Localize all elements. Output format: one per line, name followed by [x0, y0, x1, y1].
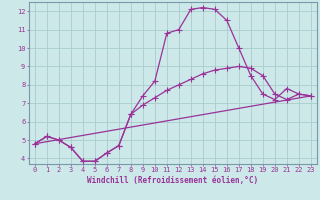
X-axis label: Windchill (Refroidissement éolien,°C): Windchill (Refroidissement éolien,°C) [87, 176, 258, 185]
